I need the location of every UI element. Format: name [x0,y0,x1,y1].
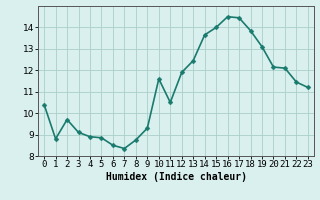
X-axis label: Humidex (Indice chaleur): Humidex (Indice chaleur) [106,172,246,182]
